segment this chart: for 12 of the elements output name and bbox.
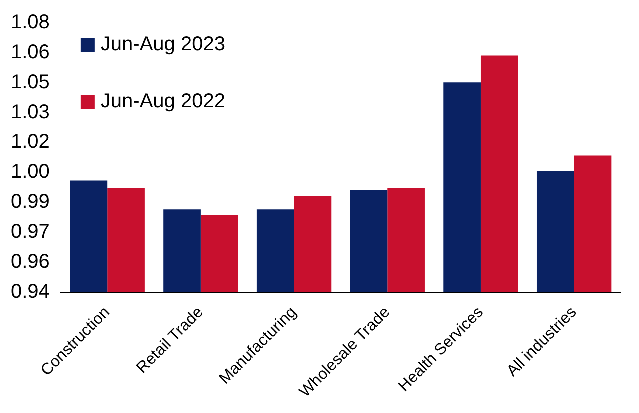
- y-tick-label: 1.05: [10, 71, 50, 94]
- legend-label: Jun-Aug 2022: [100, 90, 226, 113]
- y-tick-label: 0.97: [10, 221, 50, 244]
- y-tick-label: 1.08: [10, 12, 50, 34]
- legend-label: Jun-Aug 2023: [100, 34, 226, 56]
- y-tick-label: 1.00: [10, 161, 50, 184]
- y-tick-label: 0.96: [10, 250, 50, 273]
- y-tick-label: 1.03: [10, 101, 50, 124]
- y-tick-label: 1.02: [10, 131, 50, 154]
- y-tick-label: 1.06: [10, 42, 50, 64]
- y-tick-label: 0.94: [10, 280, 50, 303]
- y-tick-label: 0.99: [10, 191, 50, 213]
